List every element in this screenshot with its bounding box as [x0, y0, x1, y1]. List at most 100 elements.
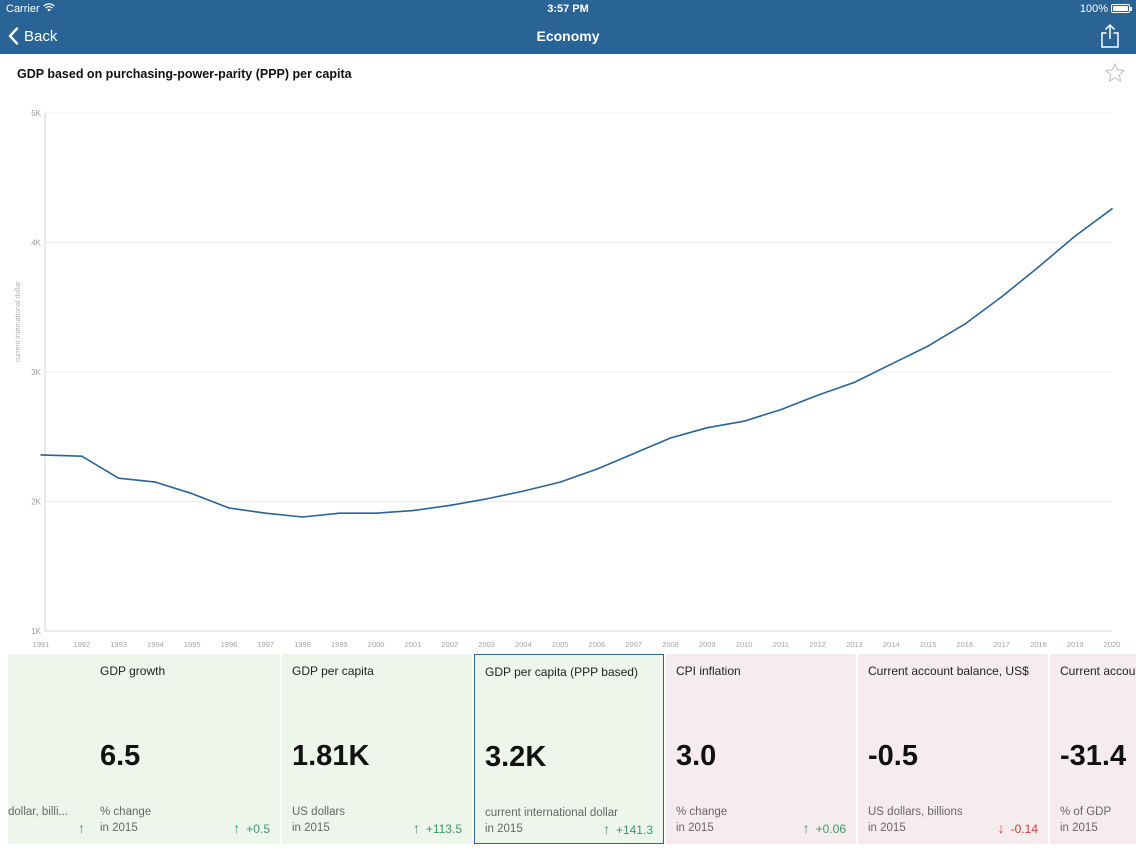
- arrow-down-icon: ↓: [997, 820, 1005, 836]
- data-point: [632, 452, 635, 455]
- card-delta-value: +0.5: [246, 822, 270, 836]
- data-point: [301, 516, 304, 518]
- data-point: [669, 437, 672, 439]
- card-delta: ↑ +0.5: [233, 820, 270, 836]
- data-point: [375, 512, 377, 514]
- y-axis-label: current international dollar: [15, 281, 22, 363]
- data-point: [1000, 296, 1003, 298]
- x-tick-label: 1996: [221, 640, 238, 649]
- card-unit: % change: [676, 806, 728, 818]
- x-tick-label: 2020: [1104, 640, 1121, 649]
- data-point: [927, 345, 929, 347]
- data-point: [853, 381, 856, 384]
- clock: 3:57 PM: [547, 3, 589, 15]
- indicator-card[interactable]: CPI inflation 3.0 % change in 2015 ↑ +0.06: [666, 654, 856, 844]
- card-year: in 2015: [485, 823, 523, 835]
- x-tick-label: 2010: [736, 640, 753, 649]
- battery-percent: 100%: [1079, 3, 1108, 15]
- data-point: [706, 426, 709, 429]
- card-value: -31.4: [1060, 740, 1127, 772]
- share-icon[interactable]: [1100, 24, 1120, 48]
- x-tick-label: 1992: [73, 640, 90, 649]
- back-label: Back: [24, 27, 58, 45]
- x-tick-label: 1993: [110, 640, 127, 649]
- x-tick-label: 2002: [441, 640, 458, 649]
- data-point: [816, 394, 819, 397]
- card-value: 3.0: [676, 740, 717, 772]
- card-unit: current international dollar: [485, 807, 618, 819]
- y-tick-label: 4K: [31, 239, 41, 248]
- chart-title: GDP based on purchasing-power-parity (PP…: [17, 67, 352, 81]
- data-point: [40, 454, 42, 456]
- card-label: GDP per capita (PPP based): [485, 665, 638, 679]
- card-delta: ↑ +141.3: [603, 821, 653, 837]
- arrow-up-icon: ↑: [802, 820, 810, 836]
- card-unit: US dollars, billions: [868, 806, 963, 818]
- x-tick-label: 2013: [846, 640, 863, 649]
- card-unit: US dollars: [292, 806, 346, 818]
- chevron-left-icon: [8, 27, 19, 45]
- status-bar: Carrier 3:57 PM 100%: [0, 0, 1136, 18]
- data-point: [1074, 235, 1077, 237]
- data-point: [191, 492, 193, 495]
- x-tick-label: 2017: [993, 640, 1010, 649]
- card-delta-value: -0.14: [1010, 822, 1038, 836]
- x-tick-label: 2005: [552, 640, 569, 649]
- x-tick-label: 1991: [33, 640, 50, 649]
- y-tick-label: 5K: [31, 109, 41, 118]
- x-tick-label: 2003: [478, 640, 495, 649]
- battery-icon: [1111, 4, 1132, 13]
- arrow-up-icon: ↑: [233, 820, 241, 836]
- x-tick-label: 2012: [809, 640, 826, 649]
- arrow-up-icon: ↑: [77, 820, 85, 836]
- y-tick-label: 2K: [31, 498, 41, 507]
- indicator-card[interactable]: GDP per capita (PPP based) 3.2K current in…: [474, 654, 664, 844]
- card-value: 3.2K: [485, 741, 547, 773]
- data-point: [117, 477, 120, 479]
- x-tick-label: 1999: [331, 640, 348, 649]
- card-unit: dollar, billi...: [8, 806, 69, 818]
- series-line: [40, 208, 1113, 518]
- data-point: [80, 455, 83, 457]
- data-point: [964, 323, 966, 325]
- x-tick-label: 2016: [956, 640, 973, 649]
- x-tick-label: 2000: [368, 640, 385, 649]
- card-year: in 2015: [100, 822, 138, 834]
- data-point: [1111, 208, 1113, 210]
- data-point: [522, 490, 525, 492]
- card-delta: ↓ -0.14: [998, 820, 1038, 836]
- gdp-ppp-line-chart: 1K 2K 3K 4K 5K current international dollar 19…: [15, 109, 1121, 649]
- card-delta-value: +141.3: [615, 823, 653, 837]
- card-year: in 2015: [1060, 822, 1098, 834]
- x-tick-label: 2006: [589, 640, 606, 649]
- page-title: Economy: [536, 28, 600, 44]
- card-delta-value: +0.06: [815, 822, 846, 836]
- x-tick-label: 2004: [515, 640, 532, 649]
- card-label: Current accou GDP: [1060, 664, 1136, 678]
- carrier-label: Carrier: [6, 3, 40, 15]
- card-year: in 2015: [292, 822, 330, 834]
- data-point: [228, 507, 230, 509]
- data-point: [559, 481, 561, 483]
- star-icon[interactable]: [1104, 62, 1126, 84]
- card-label: Current account balance, US$: [868, 664, 1029, 678]
- card-unit: % of GDP: [1060, 806, 1112, 818]
- x-tick-label: 1998: [294, 640, 311, 649]
- x-tick-label: 2007: [625, 640, 642, 649]
- indicator-card[interactable]: Current account balance, US$ -0.5 US dolla…: [858, 654, 1048, 844]
- indicator-card[interactable]: GDP per capita 1.81K US dollars in 2015 ↑ +11…: [282, 654, 472, 844]
- x-tick-label: 2009: [699, 640, 716, 649]
- back-button[interactable]: Back: [8, 24, 57, 48]
- card-label: GDP growth: [100, 664, 166, 678]
- x-tick-label: 2011: [773, 640, 789, 649]
- data-point: [1037, 266, 1040, 268]
- indicator-card[interactable]: Current accou GDP -31.4 % of GDP in 2015: [1050, 654, 1136, 844]
- y-tick-label: 3K: [31, 368, 41, 377]
- x-tick-label: 2001: [405, 640, 422, 649]
- indicator-card[interactable]: GDP growth 6.5 % change in 2015 ↑ +0.5: [90, 654, 280, 844]
- data-point: [154, 481, 157, 483]
- card-unit: % change: [100, 806, 152, 818]
- data-point: [596, 468, 598, 470]
- x-tick-label: 1995: [184, 640, 201, 649]
